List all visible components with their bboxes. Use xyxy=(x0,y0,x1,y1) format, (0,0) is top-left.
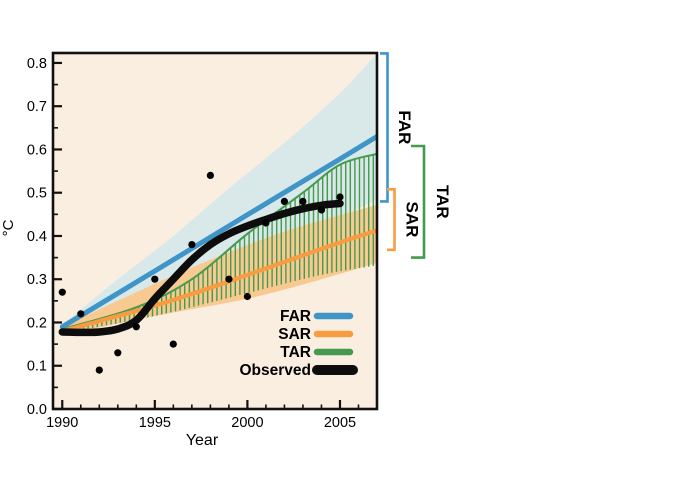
observed-annual-dots xyxy=(58,171,344,374)
legend-item-far: FAR xyxy=(280,308,354,325)
observed-dot xyxy=(280,197,288,205)
far-bracket-label: FAR xyxy=(395,110,414,144)
observed-dot xyxy=(262,219,270,227)
y-tick-label: 0.8 xyxy=(27,56,47,72)
tar_band-area xyxy=(62,153,377,334)
y-axis-title: °C xyxy=(0,219,17,236)
y-tick-label: 0.0 xyxy=(27,402,47,418)
uncertainty-bands xyxy=(62,53,377,336)
y-tick-label: 0.2 xyxy=(27,315,47,331)
y-tick-label: 0.4 xyxy=(27,229,47,245)
x-tick-label: 1995 xyxy=(139,415,171,431)
y-tick-label: 0.6 xyxy=(27,142,47,158)
tar-bracket-label: TAR xyxy=(433,185,452,219)
x-tick-label: 2005 xyxy=(324,415,356,431)
observed-dot xyxy=(114,349,122,357)
observed-dot xyxy=(132,323,140,331)
observed-dot xyxy=(188,241,196,249)
tar-bracket: TAR xyxy=(411,144,452,259)
legend-label: Observed xyxy=(239,362,311,379)
observed-dot xyxy=(95,366,103,374)
observed-dot xyxy=(206,171,214,179)
observed-dot xyxy=(336,193,344,201)
sar-bracket-label: SAR xyxy=(403,202,422,238)
observed-dot xyxy=(169,340,177,348)
y-tick-label: 0.7 xyxy=(27,99,47,115)
sar-bracket: SAR xyxy=(387,188,422,252)
legend-item-sar: SAR xyxy=(278,326,354,343)
far_band-area xyxy=(62,53,377,334)
observed-dot xyxy=(151,275,159,283)
legend-label: FAR xyxy=(280,308,311,325)
tar_band-upper-edge xyxy=(62,152,377,330)
y-tick-label: 0.3 xyxy=(27,272,47,288)
far_line xyxy=(59,134,377,330)
plot-border xyxy=(51,51,379,411)
y-tick-label: 0.5 xyxy=(27,186,47,202)
observed-dot xyxy=(243,292,251,301)
x-tick-label: 1990 xyxy=(46,415,78,431)
tick-labels: 1990 1995 2000 2005 0.0 0.1 0.2 0.3 0.4 0.5 0.6 0.7… xyxy=(27,56,356,431)
legend-item-tar: TAR xyxy=(280,344,354,361)
range-brackets: FAR SAR TAR xyxy=(380,52,452,259)
legend-item-observed: Observed xyxy=(239,362,358,379)
observed-dot xyxy=(77,310,85,318)
tar-bracket-line xyxy=(411,144,426,259)
x-axis-title: Year xyxy=(186,432,219,449)
observed_line xyxy=(58,199,344,337)
far-bracket-line xyxy=(380,52,389,203)
y-tick-label: 0.1 xyxy=(27,359,47,375)
observed-dot xyxy=(317,206,326,214)
sar-bracket-line xyxy=(387,188,396,252)
observed-dot xyxy=(58,288,66,296)
observed-dot xyxy=(299,197,307,205)
axes xyxy=(51,51,379,411)
observed-dot xyxy=(225,275,233,283)
far-bracket: FAR xyxy=(380,52,414,203)
legend-label: SAR xyxy=(278,326,311,343)
x-tick-label: 2000 xyxy=(231,415,263,431)
legend-label: TAR xyxy=(280,344,311,361)
